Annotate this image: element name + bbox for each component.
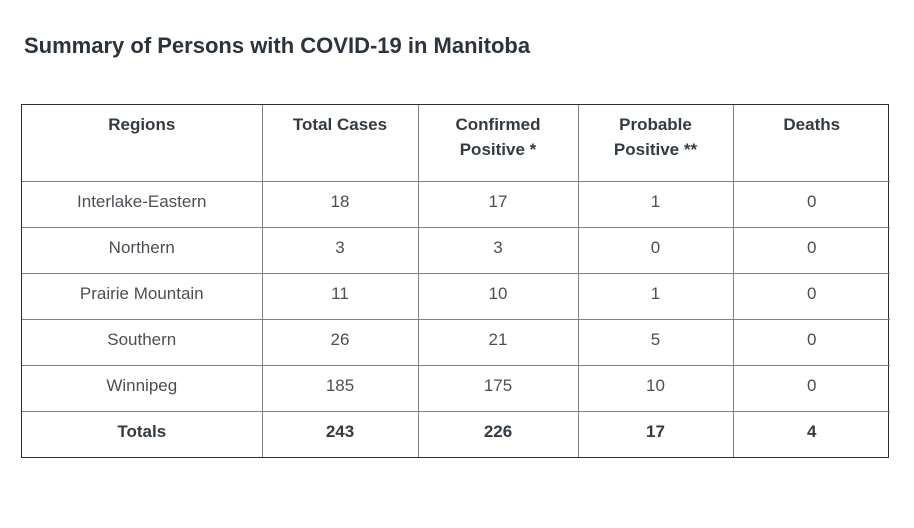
cell-deaths: 0 <box>732 364 890 412</box>
table-row-totals: Totals 243 226 17 4 <box>22 410 890 457</box>
cell-total-cases: 185 <box>261 364 419 412</box>
column-header-deaths: Deaths <box>732 105 890 182</box>
cell-deaths: 0 <box>732 226 890 274</box>
cell-probable-positive: 10 <box>577 364 734 412</box>
column-header-regions: Regions <box>22 105 263 182</box>
cell-probable-positive: 5 <box>577 318 734 366</box>
page-title: Summary of Persons with COVID-19 in Mani… <box>24 33 531 58</box>
cell-totals-probable-positive: 17 <box>577 410 734 457</box>
cell-totals-deaths: 4 <box>732 410 890 457</box>
table-row-prairie-mountain: Prairie Mountain 11 10 1 0 <box>22 272 890 320</box>
cell-probable-positive: 1 <box>577 272 734 320</box>
cell-deaths: 0 <box>732 318 890 366</box>
cell-confirmed-positive: 175 <box>417 364 579 412</box>
cell-confirmed-positive: 21 <box>417 318 579 366</box>
cell-total-cases: 26 <box>261 318 419 366</box>
cell-region: Winnipeg <box>22 364 263 412</box>
table-row-northern: Northern 3 3 0 0 <box>22 226 890 274</box>
column-header-probable-positive: Probable Positive ** <box>577 105 734 182</box>
cell-region: Southern <box>22 318 263 366</box>
table-row-interlake-eastern: Interlake-Eastern 18 17 1 0 <box>22 180 890 228</box>
cell-region: Interlake-Eastern <box>22 180 263 228</box>
cell-confirmed-positive: 10 <box>417 272 579 320</box>
cell-totals-confirmed-positive: 226 <box>417 410 579 457</box>
cell-confirmed-positive: 17 <box>417 180 579 228</box>
cell-totals-total-cases: 243 <box>261 410 419 457</box>
table-row-winnipeg: Winnipeg 185 175 10 0 <box>22 364 890 412</box>
table-row-southern: Southern 26 21 5 0 <box>22 318 890 366</box>
cell-total-cases: 3 <box>261 226 419 274</box>
cell-deaths: 0 <box>732 180 890 228</box>
covid-summary-table: Regions Total Cases Confirmed Positive *… <box>22 105 890 457</box>
cell-region: Prairie Mountain <box>22 272 263 320</box>
cell-probable-positive: 0 <box>577 226 734 274</box>
header-row: Regions Total Cases Confirmed Positive *… <box>22 105 890 182</box>
cell-total-cases: 11 <box>261 272 419 320</box>
cell-deaths: 0 <box>732 272 890 320</box>
column-header-total-cases: Total Cases <box>261 105 419 182</box>
cell-totals-label: Totals <box>22 410 263 457</box>
cell-probable-positive: 1 <box>577 180 734 228</box>
cell-region: Northern <box>22 226 263 274</box>
cell-confirmed-positive: 3 <box>417 226 579 274</box>
covid-summary-table-container: Regions Total Cases Confirmed Positive *… <box>21 104 890 458</box>
column-header-confirmed-positive: Confirmed Positive * <box>417 105 579 182</box>
cell-total-cases: 18 <box>261 180 419 228</box>
